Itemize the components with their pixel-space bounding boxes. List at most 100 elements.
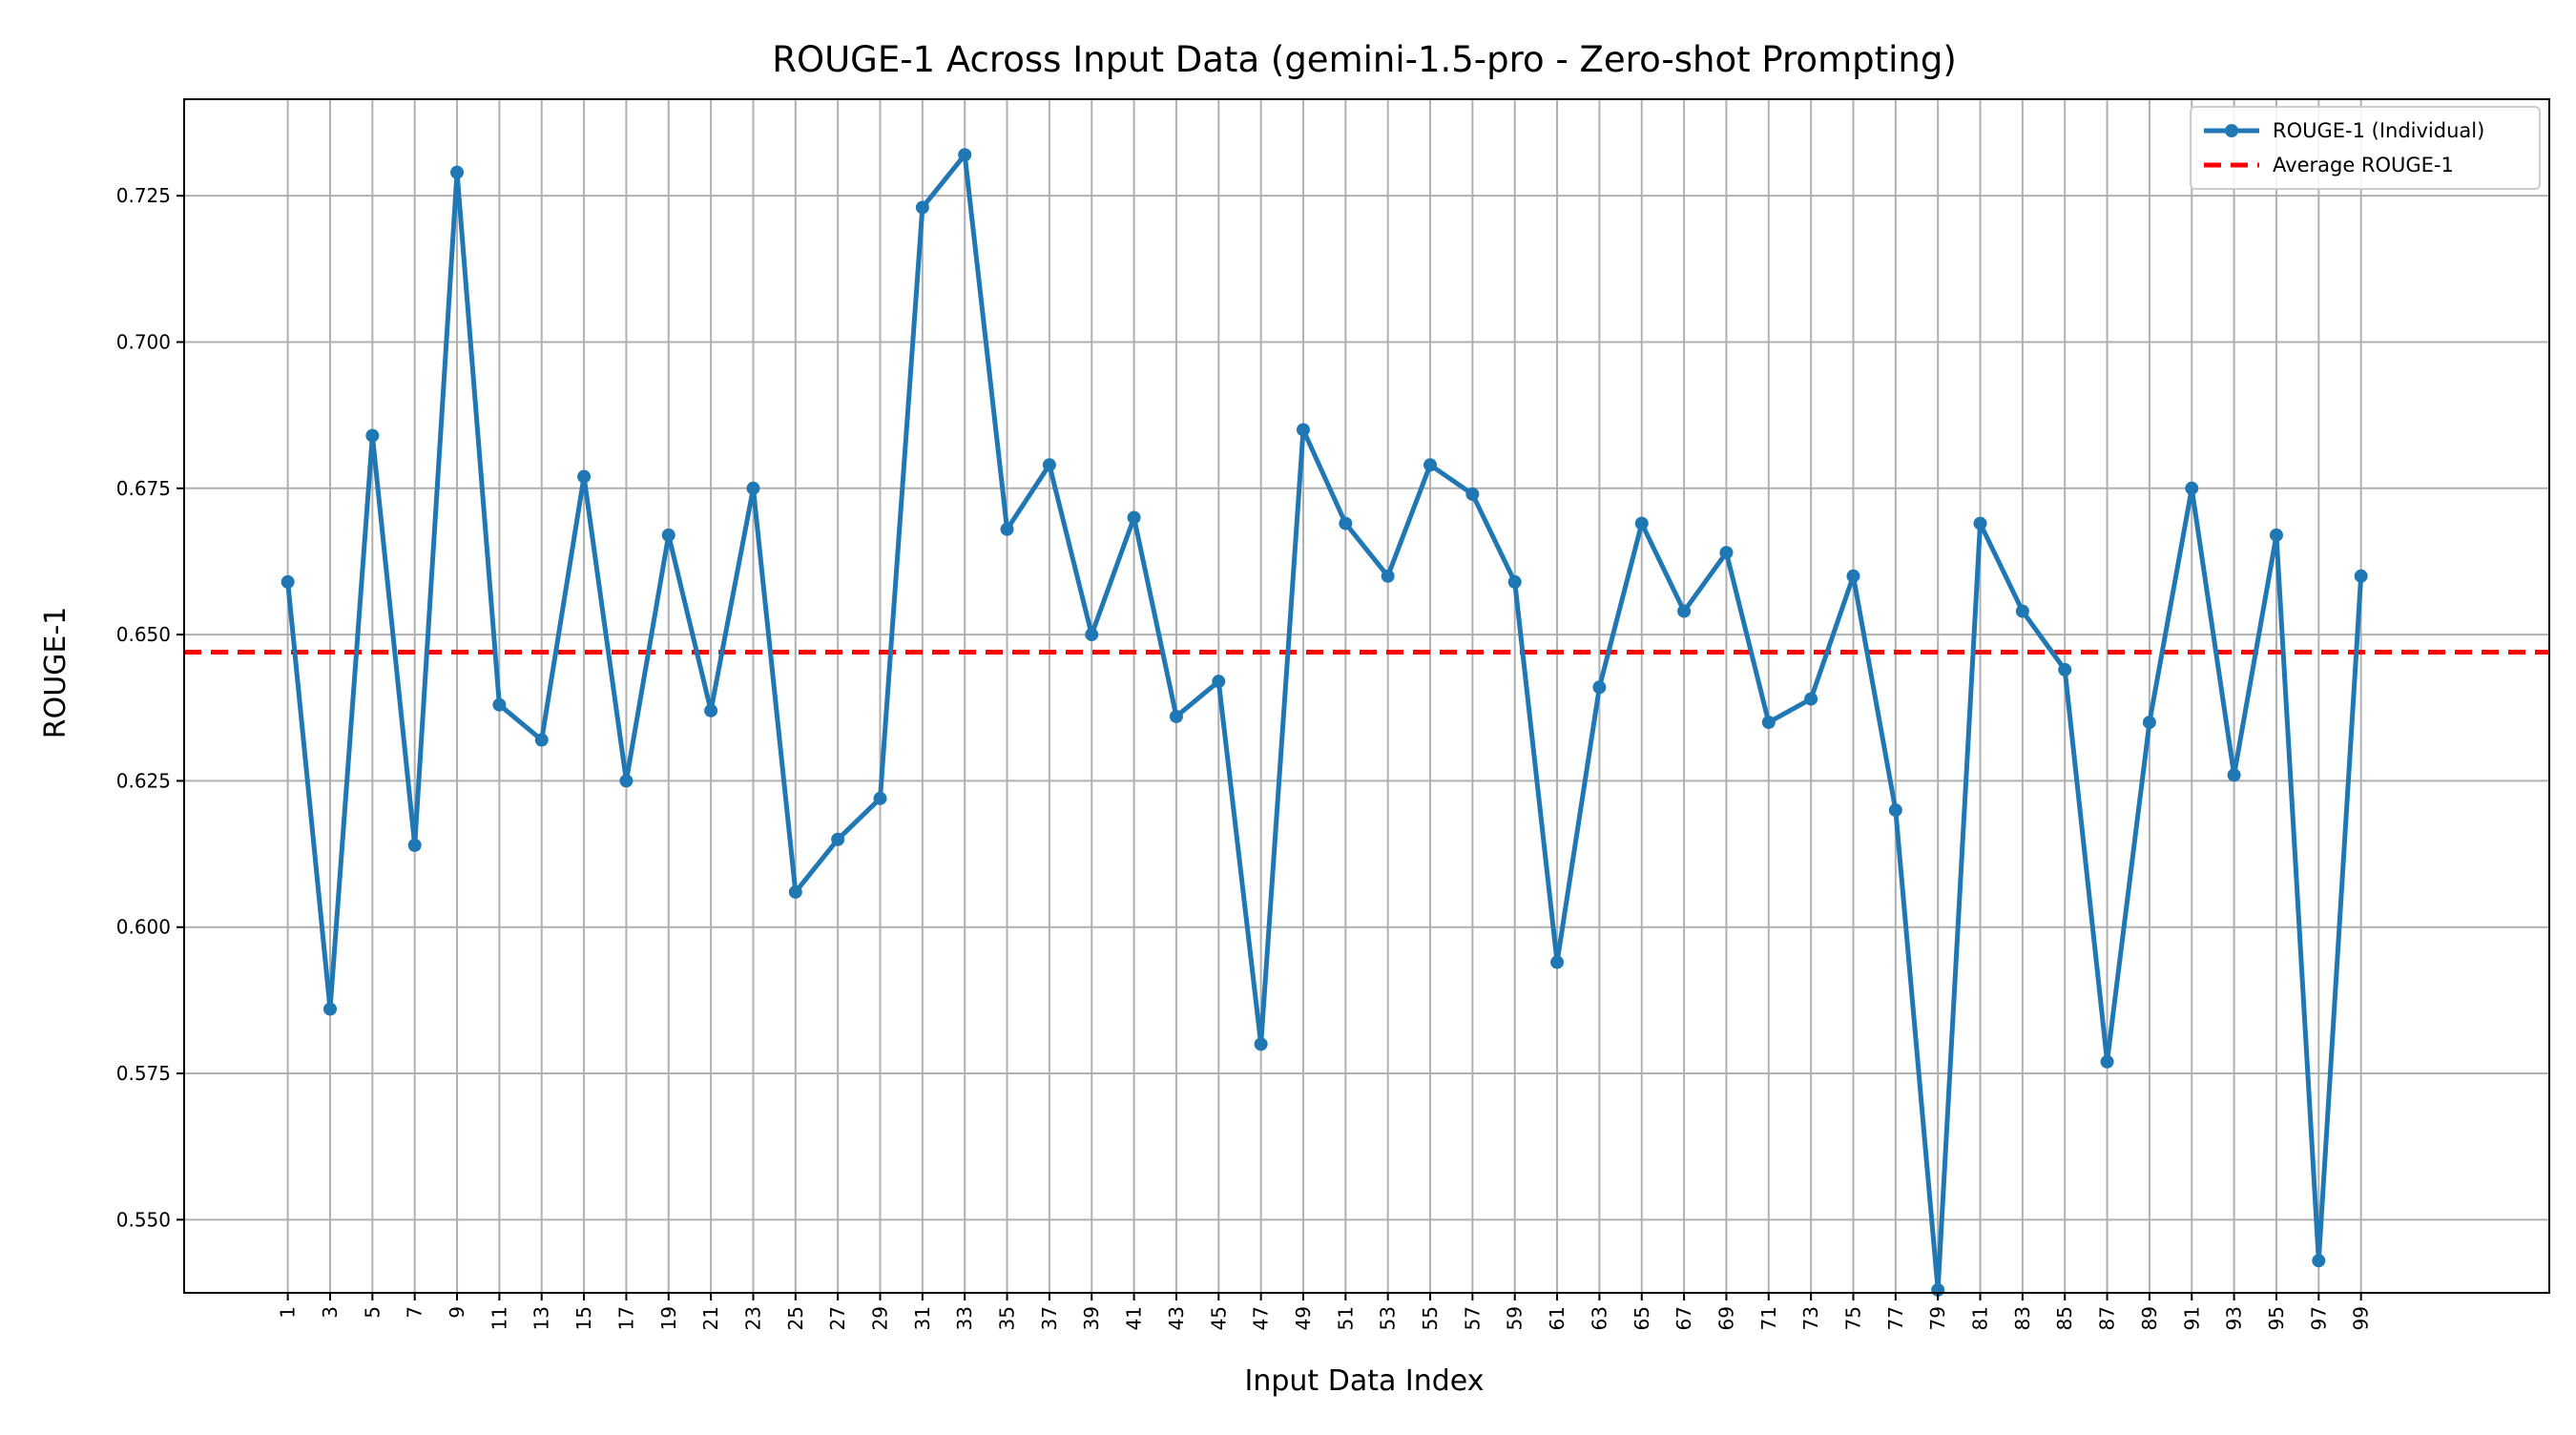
data-point bbox=[2312, 1254, 2326, 1268]
data-point bbox=[1592, 680, 1607, 695]
data-point bbox=[2100, 1054, 2114, 1069]
x-tick-label: 37 bbox=[1038, 1306, 1061, 1330]
chart-title: ROUGE-1 Across Input Data (gemini-1.5-pr… bbox=[772, 39, 1957, 80]
y-tick-label: 0.550 bbox=[116, 1208, 171, 1231]
data-point bbox=[2058, 662, 2072, 676]
data-point bbox=[873, 791, 887, 805]
data-point bbox=[450, 165, 465, 179]
x-tick-label: 25 bbox=[784, 1306, 807, 1330]
x-tick-label: 7 bbox=[404, 1306, 426, 1319]
data-point bbox=[2015, 604, 2029, 618]
data-point bbox=[1719, 546, 1734, 560]
legend: ROUGE-1 (Individual) Average ROUGE-1 bbox=[2190, 106, 2541, 190]
y-tick-label: 0.575 bbox=[116, 1062, 171, 1085]
data-point bbox=[2354, 569, 2368, 583]
plot-frame bbox=[183, 98, 2550, 1294]
x-tick-label: 33 bbox=[953, 1306, 976, 1330]
x-tick-label: 23 bbox=[741, 1306, 764, 1330]
x-tick-label: 93 bbox=[2223, 1306, 2246, 1330]
y-tick-label: 0.650 bbox=[116, 623, 171, 646]
tick-layer: 1 3 5 7 9 11 13 15 17 19 21 23 25 27 29 31 33 35 37 39 41 43 4… bbox=[116, 184, 2373, 1330]
data-point bbox=[1381, 569, 1395, 583]
series-layer bbox=[280, 148, 2368, 1297]
data-point bbox=[1085, 628, 1099, 642]
x-tick-label: 17 bbox=[614, 1306, 637, 1330]
rouge-individual-line bbox=[285, 152, 2364, 1293]
data-point bbox=[2269, 528, 2283, 542]
data-point bbox=[1846, 569, 1860, 583]
data-point bbox=[577, 469, 592, 484]
x-tick-label: 51 bbox=[1334, 1306, 1357, 1330]
x-tick-label: 99 bbox=[2350, 1306, 2373, 1330]
grid-layer bbox=[184, 99, 2549, 1293]
data-point bbox=[746, 481, 760, 495]
data-point bbox=[2185, 481, 2199, 495]
legend-label-individual: ROUGE-1 (Individual) bbox=[2273, 119, 2484, 142]
data-point bbox=[1634, 516, 1649, 530]
data-point bbox=[958, 148, 972, 162]
data-point bbox=[1507, 574, 1522, 589]
x-tick-label: 19 bbox=[657, 1306, 680, 1330]
data-point bbox=[534, 733, 549, 747]
x-tick-label: 77 bbox=[1884, 1306, 1907, 1330]
x-tick-label: 41 bbox=[1123, 1306, 1146, 1330]
x-tick-label: 79 bbox=[1926, 1306, 1949, 1330]
x-tick-label: 1 bbox=[277, 1306, 300, 1319]
data-point bbox=[1804, 692, 1818, 706]
x-tick-label: 55 bbox=[1419, 1306, 1442, 1330]
x-tick-label: 5 bbox=[361, 1306, 384, 1319]
y-tick-label: 0.725 bbox=[116, 184, 171, 207]
x-tick-label: 85 bbox=[2053, 1306, 2076, 1330]
x-tick-label: 83 bbox=[2011, 1306, 2034, 1330]
y-tick-label: 0.600 bbox=[116, 916, 171, 939]
x-tick-label: 49 bbox=[1292, 1306, 1315, 1330]
data-point bbox=[492, 697, 507, 712]
x-tick-label: 29 bbox=[869, 1306, 892, 1330]
data-point bbox=[1550, 955, 1565, 969]
data-point bbox=[1423, 458, 1438, 472]
data-point bbox=[1888, 803, 1902, 818]
data-point bbox=[407, 838, 422, 852]
data-point bbox=[1296, 423, 1310, 437]
data-point bbox=[365, 428, 380, 443]
x-tick-label: 45 bbox=[1207, 1306, 1230, 1330]
x-tick-label: 89 bbox=[2138, 1306, 2161, 1330]
data-point bbox=[1042, 458, 1056, 472]
x-tick-label: 39 bbox=[1080, 1306, 1103, 1330]
x-tick-label: 87 bbox=[2096, 1306, 2119, 1330]
y-axis-label: ROUGE-1 bbox=[39, 607, 73, 739]
data-point bbox=[788, 884, 802, 899]
x-tick-label: 69 bbox=[1714, 1306, 1737, 1330]
x-tick-label: 9 bbox=[446, 1306, 468, 1319]
x-tick-label: 91 bbox=[2180, 1306, 2203, 1330]
data-point bbox=[1000, 522, 1014, 536]
data-point bbox=[1254, 1037, 1268, 1051]
x-tick-label: 47 bbox=[1250, 1306, 1273, 1330]
x-tick-label: 43 bbox=[1165, 1306, 1188, 1330]
x-axis-label: Input Data Index bbox=[1245, 1364, 1485, 1398]
x-tick-label: 81 bbox=[1969, 1306, 1992, 1330]
data-point bbox=[619, 774, 634, 788]
data-point bbox=[661, 528, 675, 542]
data-point bbox=[1212, 675, 1226, 689]
x-tick-label: 97 bbox=[2307, 1306, 2330, 1330]
data-point bbox=[1169, 709, 1183, 723]
x-tick-label: 65 bbox=[1631, 1306, 1653, 1330]
x-tick-label: 35 bbox=[996, 1306, 1019, 1330]
x-tick-label: 57 bbox=[1461, 1306, 1484, 1330]
x-tick-label: 61 bbox=[1546, 1306, 1568, 1330]
x-tick-label: 31 bbox=[911, 1306, 934, 1330]
x-tick-label: 63 bbox=[1588, 1306, 1610, 1330]
x-tick-label: 67 bbox=[1672, 1306, 1695, 1330]
data-point bbox=[2142, 716, 2156, 730]
x-tick-label: 11 bbox=[488, 1306, 510, 1330]
x-tick-label: 15 bbox=[572, 1306, 595, 1330]
data-point bbox=[1127, 510, 1141, 525]
data-point bbox=[1677, 604, 1692, 618]
legend-marker-individual bbox=[2225, 124, 2238, 137]
data-point bbox=[1465, 487, 1480, 501]
legend-label-average: Average ROUGE-1 bbox=[2273, 154, 2454, 177]
x-tick-label: 71 bbox=[1757, 1306, 1780, 1330]
data-point bbox=[704, 703, 718, 718]
